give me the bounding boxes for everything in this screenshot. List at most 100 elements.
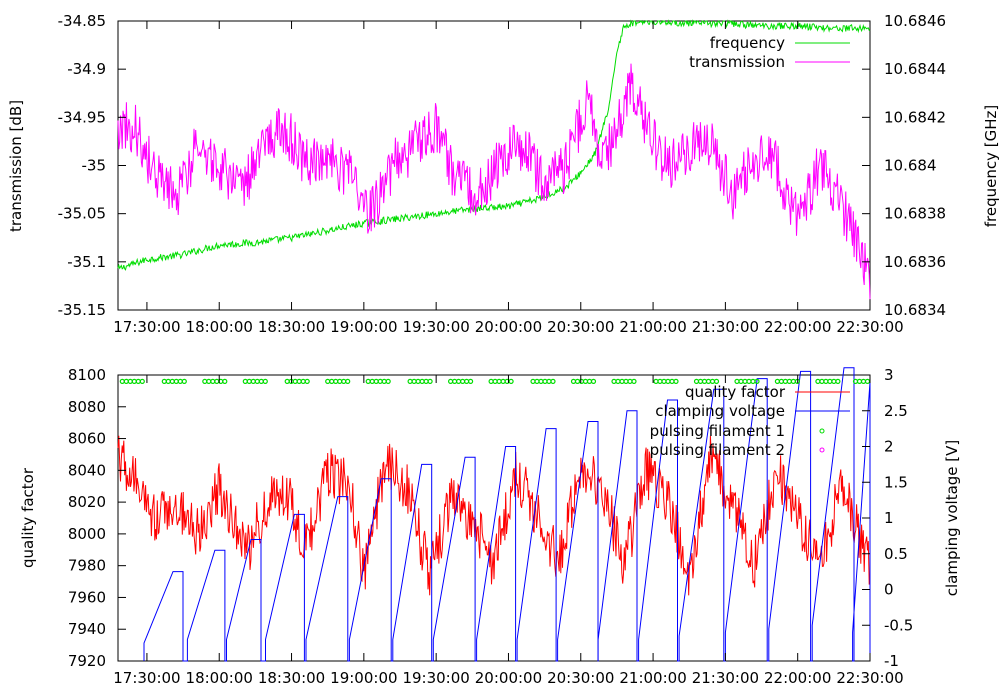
bottom-legend: quality factor clamping voltage pulsing … (650, 383, 850, 459)
bottom-legend-label-quality-factor: quality factor (685, 383, 786, 401)
bottom-series-pulsing-filament-1-marker (590, 378, 597, 384)
bottom-series-pulsing-filament-1-marker (210, 378, 216, 384)
top-y2-tick-label-6: 10.6834 (884, 301, 946, 319)
bottom-y-tick-label-1: 8080 (68, 398, 106, 416)
bottom-y-tick-label-4: 8020 (68, 493, 106, 511)
bottom-legend-label-clamping-voltage: clamping voltage (655, 402, 785, 420)
top-y2-tick-label-1: 10.6844 (884, 60, 946, 78)
bottom-series-pulsing-filament-1-marker (337, 378, 343, 384)
top-y2-tick-label-4: 10.6838 (884, 205, 946, 223)
bottom-y2-tick-label-0: 3 (884, 366, 894, 384)
bottom-series-pulsing-filament-1-marker (377, 378, 383, 384)
bottom-y-tick-label-5: 8000 (68, 525, 106, 543)
bottom-series-pulsing-filament-1-marker (550, 378, 556, 384)
bottom-series-pulsing-filament-1-marker (835, 378, 841, 384)
bottom-series-pulsing-filament-1-marker (329, 378, 335, 384)
bottom-series-pulsing-filament-1-marker (131, 378, 137, 384)
bottom-series-pulsing-filament-1-marker (496, 378, 502, 384)
bottom-series-pulsing-filament-1-marker (169, 378, 175, 384)
bottom-series-pulsing-filament-1-marker (246, 378, 252, 384)
bottom-series-pulsing-filament-1-marker (258, 378, 264, 384)
bottom-y-tick-label-8: 7940 (68, 620, 106, 638)
bottom-series-pulsing-filament-1-marker (488, 378, 494, 384)
bottom-series-pulsing-filament-1-marker (369, 378, 375, 384)
bottom-series-pulsing-filament-1-marker (161, 378, 167, 384)
bottom-ticks-layer: 17:30:00 18:00:00 18:30:00 19:00:00 19:30:00… (68, 366, 913, 687)
bottom-series-pulsing-filament-1-marker (242, 378, 248, 384)
bottom-y2-tick-label-4: 1 (884, 509, 894, 527)
top-x-tick-label-0: 17:30:00 (113, 318, 180, 336)
bottom-y-tick-label-7: 7960 (68, 588, 106, 606)
bottom-series-pulsing-filament-1-marker (341, 378, 347, 384)
bottom-series-pulsing-filament-1-marker (381, 378, 387, 384)
top-x-tick-label-6: 20:30:00 (547, 318, 614, 336)
bottom-series-pulsing-filament-1-marker (345, 378, 351, 384)
bottom-series-pulsing-filament-1-marker (296, 378, 302, 384)
bottom-y2-axis-label: clamping voltage [V] (943, 440, 961, 596)
bottom-x-tick-label-5: 20:00:00 (475, 669, 542, 687)
bottom-chart: 17:30:00 18:00:00 18:30:00 19:00:00 19:30:00… (19, 366, 961, 687)
bottom-series-layer (117, 367, 871, 662)
bottom-x-tick-label-4: 19:30:00 (402, 669, 469, 687)
bottom-series-pulsing-filament-1-marker (304, 378, 310, 384)
top-chart: 17:30:00 18:00:00 18:30:00 19:00:00 19:30:00… (7, 12, 1000, 336)
bottom-series-pulsing-filament-1-marker (713, 378, 720, 384)
bottom-series-pulsing-filament-1-marker (468, 378, 474, 384)
bottom-x-tick-label-0: 17:30:00 (113, 669, 180, 687)
bottom-series-pulsing-filament-1-marker (448, 378, 454, 384)
bottom-series-pulsing-filament-1-marker (415, 378, 421, 384)
bottom-y2-tick-label-3: 1.5 (884, 473, 908, 491)
bottom-y2-tick-label-2: 2 (884, 438, 894, 456)
top-x-tick-label-2: 18:30:00 (258, 318, 325, 336)
bottom-series-pulsing-filament-1-marker (407, 378, 413, 384)
bottom-legend-swatch-pulsing-filament-1 (819, 428, 825, 434)
bottom-y-tick-label-3: 8040 (68, 461, 106, 479)
bottom-series-pulsing-filament-1-marker (262, 378, 268, 384)
bottom-series-pulsing-filament-1-marker (754, 378, 760, 384)
bottom-series-pulsing-filament-1-marker (508, 378, 514, 384)
bottom-series-pulsing-filament-1-marker (460, 378, 466, 384)
top-y2-tick-label-5: 10.6836 (884, 253, 946, 271)
top-series-transmission (117, 63, 871, 300)
bottom-legend-swatch-pulsing-filament-2 (819, 447, 825, 453)
bottom-y2-tick-label-1: 2.5 (884, 402, 908, 420)
bottom-y-tick-label-9: 7920 (68, 652, 106, 670)
bottom-series-pulsing-filament-1-marker (427, 378, 433, 384)
top-y-tick-label-3: -35 (82, 157, 107, 175)
bottom-series-pulsing-filament-1-marker (333, 378, 339, 384)
bottom-x-tick-label-10: 22:30:00 (836, 669, 903, 687)
bottom-series-pulsing-filament-1-marker (452, 378, 458, 384)
bottom-series-pulsing-filament-1-marker (214, 378, 220, 384)
bottom-series-quality-factor (117, 435, 871, 596)
bottom-series-pulsing-filament-1-marker (864, 378, 871, 384)
bottom-y-axis-label: quality factor (19, 467, 37, 568)
bottom-series-pulsing-filament-1-marker (373, 378, 379, 384)
bottom-series-pulsing-filament-1-marker (385, 378, 391, 384)
bottom-legend-label-pulsing-filament-2: pulsing filament 2 (650, 441, 785, 459)
top-legend-label-frequency: frequency (710, 34, 785, 52)
top-y-tick-label-6: -35.15 (58, 301, 106, 319)
bottom-series-pulsing-filament-1-marker (423, 378, 429, 384)
bottom-series-pulsing-filament-1-marker (139, 378, 145, 384)
top-x-tick-label-1: 18:00:00 (186, 318, 253, 336)
top-y-axis-label: transmission [dB] (7, 100, 25, 232)
top-x-tick-label-7: 21:00:00 (619, 318, 686, 336)
bottom-series-pulsing-filament-1-marker (419, 378, 425, 384)
top-x-tick-label-8: 21:30:00 (692, 318, 759, 336)
bottom-series-clamping-voltage (143, 367, 871, 662)
bottom-x-tick-label-8: 21:30:00 (692, 669, 759, 687)
top-y2-tick-label-0: 10.6846 (884, 12, 946, 30)
top-y2-tick-label-2: 10.6842 (884, 108, 946, 126)
bottom-series-pulsing-filament-1-marker (284, 378, 290, 384)
bottom-series-pulsing-filament-1-marker (202, 378, 208, 384)
bottom-series-pulsing-filament-1 (119, 378, 871, 384)
top-x-tick-label-3: 19:00:00 (330, 318, 397, 336)
bottom-legend-label-pulsing-filament-1: pulsing filament 1 (650, 422, 785, 440)
top-legend: frequency transmission (689, 34, 850, 71)
bottom-x-tick-label-2: 18:30:00 (258, 669, 325, 687)
bottom-series-pulsing-filament-1-marker (492, 378, 498, 384)
top-x-tick-label-10: 22:30:00 (836, 318, 903, 336)
bottom-series-pulsing-filament-1-marker (464, 378, 470, 384)
bottom-y-tick-label-6: 7980 (68, 557, 106, 575)
